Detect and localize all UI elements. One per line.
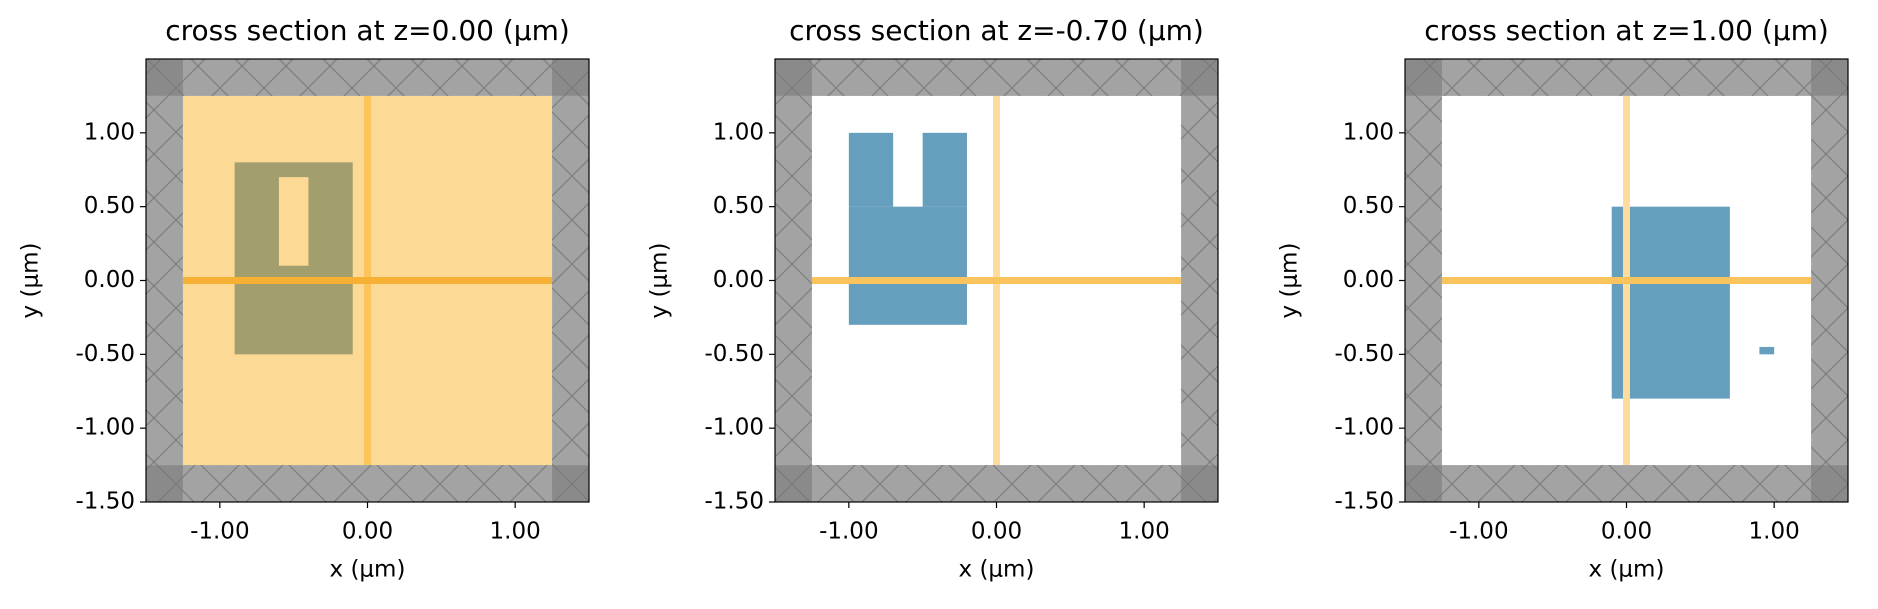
structure [922,132,967,207]
y-tick-label: 1.00 [1343,119,1394,145]
pml-corner [552,465,589,502]
y-tick-label: -0.50 [1334,341,1394,367]
y-tick-label: -1.00 [1334,415,1394,441]
x-tick-label: -1.00 [819,519,879,545]
pml-corner [1405,465,1442,502]
y-tick-label: -0.50 [75,341,135,367]
pml-hatch [552,95,589,466]
pml-hatch [146,95,183,466]
pml-hatch [1405,59,1848,96]
x-tick-label: 1.00 [490,519,541,545]
x-axis-label: x (μm) [330,557,406,583]
chart-title: cross section at z=-0.70 (μm) [789,14,1204,47]
x-tick-label: 1.00 [1749,519,1800,545]
y-tick-label: 0.50 [84,193,135,219]
y-tick-label: 0.00 [713,267,764,293]
y-axis-label: y (μm) [1277,243,1303,319]
structure [1759,346,1775,355]
structure [278,177,309,266]
pml-hatch [775,465,1218,502]
pml-hatch [1405,95,1442,466]
panel: -1.00 0.00 1.00 -1.50 -1.00 -0.50 0.00 0.50 1.00… [647,14,1219,583]
y-tick-label: -1.50 [1334,489,1394,515]
x-tick-label: 0.00 [971,519,1022,545]
chart-title: cross section at z=0.00 (μm) [165,14,570,47]
pml-hatch [1181,95,1218,466]
pml-corner [146,465,183,502]
structure [848,206,967,325]
pml-corner [552,59,589,96]
pml-hatch [146,465,589,502]
x-axis-label: x (μm) [959,557,1035,583]
pml-corner [775,59,812,96]
y-tick-label: -0.50 [704,341,764,367]
panel: -1.00 0.00 1.00 -1.50 -1.00 -0.50 0.00 0.50 1.00… [18,14,590,583]
x-tick-label: 0.00 [342,519,393,545]
pml-hatch [775,59,1218,96]
y-tick-label: 0.00 [84,267,135,293]
structure [1611,206,1730,399]
chart-title: cross section at z=1.00 (μm) [1424,14,1829,47]
pml-corner [775,465,812,502]
panel: -1.00 0.00 1.00 -1.50 -1.00 -0.50 0.00 0.50 1.00… [1277,14,1849,583]
pml-corner [1181,465,1218,502]
y-tick-label: 0.50 [1343,193,1394,219]
y-tick-label: -1.00 [704,415,764,441]
y-tick-label: 0.50 [713,193,764,219]
y-tick-label: 1.00 [84,119,135,145]
pml-corner [1181,59,1218,96]
y-tick-label: -1.50 [704,489,764,515]
y-tick-label: -1.00 [75,415,135,441]
x-tick-label: 0.00 [1601,519,1652,545]
pml-hatch [775,95,812,466]
y-axis-label: y (μm) [18,243,44,319]
pml-hatch [1405,465,1848,502]
y-axis-label: y (μm) [647,243,673,319]
x-tick-label: -1.00 [190,519,250,545]
y-tick-label: 0.00 [1343,267,1394,293]
x-axis-label: x (μm) [1589,557,1665,583]
pml-corner [1811,59,1848,96]
y-tick-label: -1.50 [75,489,135,515]
x-tick-label: 1.00 [1119,519,1170,545]
pml-corner [146,59,183,96]
pml-corner [1405,59,1442,96]
pml-corner [1811,465,1848,502]
x-tick-label: -1.00 [1449,519,1509,545]
pml-hatch [146,59,589,96]
pml-hatch [1811,95,1848,466]
y-tick-label: 1.00 [713,119,764,145]
structure [848,132,894,207]
